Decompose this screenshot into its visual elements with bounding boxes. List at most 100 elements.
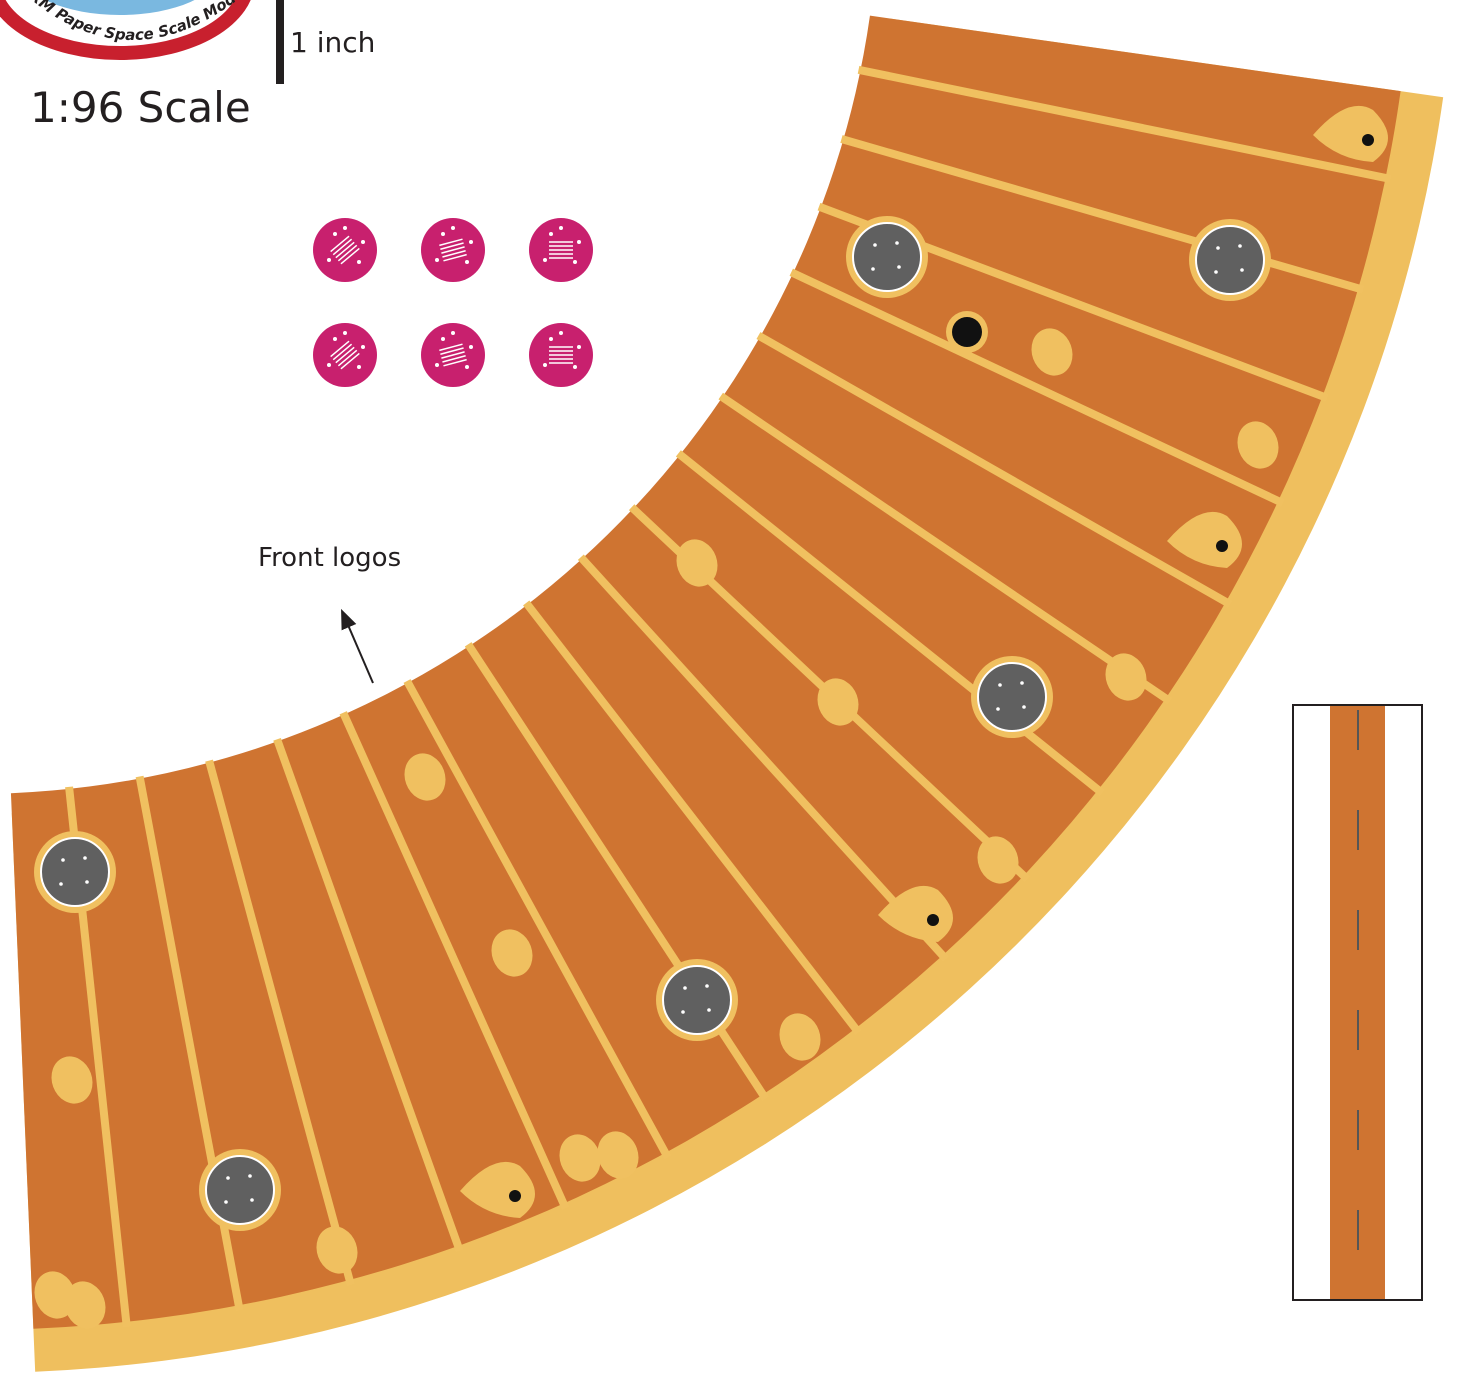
logo-dot [543, 363, 547, 367]
hole [1362, 134, 1374, 146]
port-dot [83, 856, 87, 860]
port-dot [61, 858, 65, 862]
port-dot [873, 243, 877, 247]
annotation: Front logos [258, 543, 401, 573]
logo-dot [357, 260, 361, 264]
logo-dot [465, 260, 469, 264]
oval-marker [1031, 328, 1073, 376]
logo-dot [469, 345, 473, 349]
logo-dot [577, 240, 581, 244]
port [662, 965, 732, 1035]
scale-bar-label: 1 inch [290, 26, 375, 59]
logo-dot [343, 331, 347, 335]
port-dot [683, 986, 687, 990]
port-dot [1216, 246, 1220, 250]
logo-dot [469, 240, 473, 244]
triangle-marker [1167, 511, 1242, 568]
port-dot [681, 1010, 685, 1014]
logo-line [442, 250, 466, 258]
oval-marker [676, 539, 718, 587]
logo-dot [543, 258, 547, 262]
front-logos [313, 218, 593, 387]
oval-marker [491, 929, 533, 977]
oval-marker [597, 1131, 639, 1179]
hole [1216, 540, 1228, 552]
logo-dot [559, 331, 563, 335]
cone-band [10, 15, 1444, 1372]
scale-label: 1:96 Scale [30, 83, 251, 132]
logo-dot [577, 345, 581, 349]
strip-fill [1330, 706, 1385, 1299]
port-dot [871, 267, 875, 271]
port-dot [224, 1200, 228, 1204]
logo-dot [451, 331, 455, 335]
stripe [840, 135, 1365, 294]
port-dot [1214, 270, 1218, 274]
port-dot [1020, 681, 1024, 685]
logo-line [440, 347, 464, 355]
oval-marker [1105, 653, 1147, 701]
logo-dot [573, 365, 577, 369]
triangle-marker [460, 1161, 535, 1218]
annotation-arrow [341, 608, 374, 684]
logo-line [340, 247, 360, 265]
triangle-marker [878, 885, 953, 942]
logo-dot [435, 363, 439, 367]
stripe [205, 759, 355, 1286]
logo-line [443, 358, 467, 367]
hole [509, 1190, 521, 1202]
port-dot [1238, 244, 1242, 248]
port-dot [59, 882, 63, 886]
port-dot [897, 265, 901, 269]
logo-dot [333, 232, 337, 236]
stripe [523, 600, 862, 1035]
logo-dot [441, 232, 445, 236]
stripe [718, 392, 1173, 705]
triangle-marker [1313, 105, 1388, 162]
logo-dot [343, 226, 347, 230]
logo-line [440, 242, 464, 250]
port [852, 222, 922, 292]
port-dot [250, 1198, 254, 1202]
port-dot [996, 707, 1000, 711]
port-dot [248, 1174, 252, 1178]
logo-dot [435, 258, 439, 262]
port-dot [707, 1008, 711, 1012]
logo-line [335, 346, 355, 364]
logo-line [340, 352, 360, 370]
logo-dot [327, 363, 331, 367]
logo-dot [441, 337, 445, 341]
port-dot [85, 880, 89, 884]
oval-marker [404, 753, 446, 801]
stripe [577, 554, 949, 962]
logo-dot [559, 226, 563, 230]
port-dot [226, 1176, 230, 1180]
logo-line [332, 343, 353, 361]
logo-line [442, 355, 466, 363]
stripe [857, 65, 1392, 183]
logo-line [330, 235, 350, 253]
port [205, 1155, 275, 1225]
logo-line [441, 351, 465, 359]
oval-marker [559, 1134, 601, 1182]
logo-line [441, 246, 465, 254]
logo-line [337, 244, 358, 262]
oval-marker [779, 1013, 821, 1061]
logo-inner [5, 0, 235, 46]
port-dot [1240, 268, 1244, 272]
strip-part [1292, 704, 1423, 1301]
logo-dot [333, 337, 337, 341]
logo-line [330, 340, 350, 358]
logo-line [439, 343, 463, 352]
logo-line [337, 349, 358, 367]
logo-dot [327, 258, 331, 262]
stripe [403, 679, 672, 1160]
port-dot [998, 683, 1002, 687]
logo: AXM Paper Space Scale Modeling [0, 0, 252, 60]
logo-dot [361, 345, 365, 349]
port-dot [895, 241, 899, 245]
oval-marker [817, 678, 859, 726]
oval-marker [1237, 421, 1279, 469]
logo-line [332, 238, 353, 256]
